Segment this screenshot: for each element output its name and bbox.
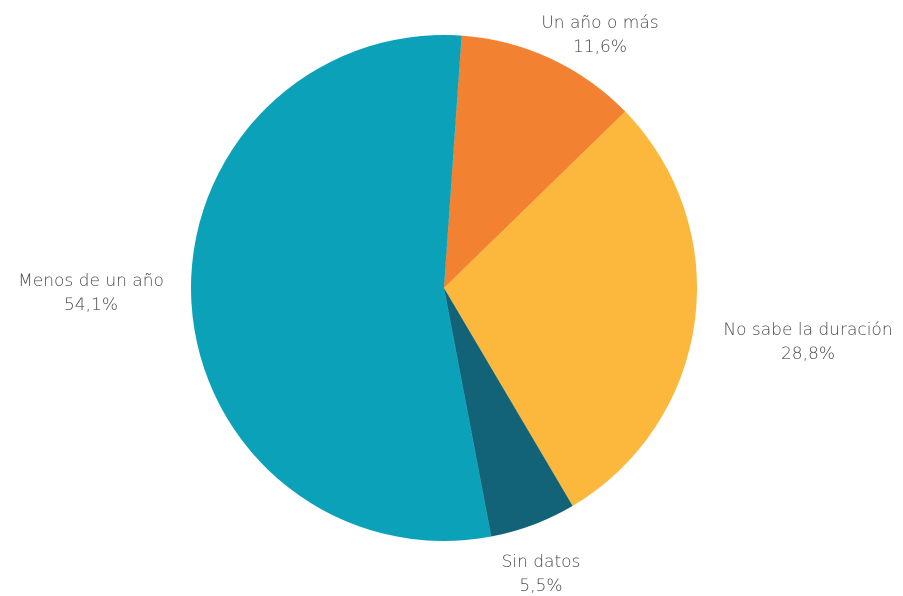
slice-label-4: Menos de un año	[18, 271, 164, 291]
pie-slices	[191, 35, 697, 542]
pie-slice-4	[191, 35, 492, 542]
slice-value-label-1: 11,6%	[573, 37, 627, 57]
pie-slice-1	[444, 35, 626, 288]
pie-slice-2	[444, 111, 697, 506]
slice-label-3: Sin datos	[502, 552, 581, 572]
pie-labels: Un año o más 11,6% No sabe la duración 28,8…	[18, 13, 892, 596]
slice-value-label-2: 28,8%	[781, 344, 835, 364]
pie-slice-3	[444, 288, 573, 537]
slice-value-label-3: 5,5%	[519, 576, 562, 596]
slice-label-2: No sabe la duración	[723, 320, 892, 340]
slice-value-label-4: 54,1%	[64, 295, 118, 315]
slice-label-1: Un año o más	[541, 13, 658, 33]
